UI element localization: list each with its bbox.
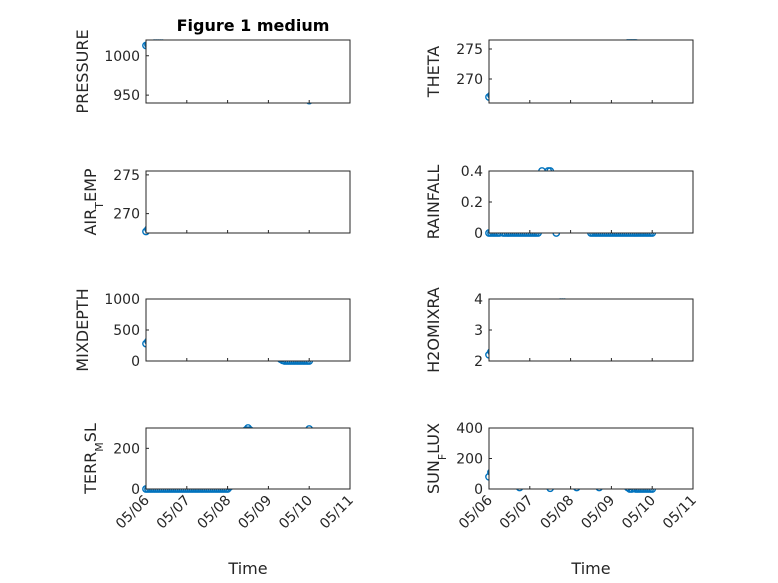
axes-frame <box>145 298 351 362</box>
y-tick-label: 275 <box>113 168 140 184</box>
subplot-air_temp: 270 275 AIRTEMP <box>81 168 351 236</box>
y-tick-label: 950 <box>113 88 140 104</box>
y-axis-label: PRESSURE <box>73 29 92 113</box>
y-tick-label: 275 <box>456 42 483 58</box>
y-tick-label: 2 <box>474 354 483 370</box>
y-axis-label: SUNFLUX <box>424 423 449 494</box>
axes-frame <box>488 39 694 104</box>
subplot-rainfall: 0 0.2 0.4 RAINFALL <box>424 164 694 242</box>
y-tick-label: 0.2 <box>461 195 483 211</box>
y-tick-label: 1000 <box>104 49 140 65</box>
y-tick-label: 1000 <box>104 292 140 308</box>
y-tick-label: 0 <box>131 482 140 498</box>
subplot-mixdepth: 0 500 1000 MIXDEPTH <box>73 288 351 372</box>
subplot-theta: 270 275 THETA <box>424 39 694 104</box>
y-tick-label: 4 <box>474 292 483 308</box>
axes-frame <box>145 39 351 104</box>
y-tick-label: 0 <box>131 354 140 370</box>
axes-frame <box>488 170 694 234</box>
y-axis-label: MIXDEPTH <box>73 288 92 371</box>
y-tick-label: 400 <box>456 421 483 437</box>
x-axis-label: Time <box>227 559 267 578</box>
y-axis-label: TERRMSL <box>81 423 106 495</box>
y-tick-label: 200 <box>456 452 483 468</box>
y-axis-label: THETA <box>424 46 443 98</box>
axes-frame <box>488 427 694 490</box>
y-tick-label: 0 <box>474 226 483 242</box>
y-tick-label: 270 <box>456 72 483 88</box>
y-axis-label: RAINFALL <box>424 165 443 240</box>
y-axis-label: AIRTEMP <box>81 168 106 235</box>
y-tick-label: 200 <box>113 441 140 457</box>
y-axis-label: H2OMIXRA <box>424 287 443 373</box>
subplot-h2omixra: 2 3 4 H2OMIXRA <box>424 287 694 373</box>
axes-frame <box>145 170 351 234</box>
y-tick-label: 3 <box>474 323 483 339</box>
y-tick-label: 270 <box>113 207 140 223</box>
y-tick-label: 0 <box>474 482 483 498</box>
figure-title: Figure 1 medium <box>177 16 330 35</box>
axes-frame <box>145 427 351 490</box>
axes-frame <box>488 298 694 362</box>
y-tick-label: 0.4 <box>461 164 483 180</box>
y-tick-label: 500 <box>113 323 140 339</box>
x-axis-label: Time <box>570 559 610 578</box>
subplot-pressure: 950 1000 PRESSURE <box>73 29 351 114</box>
